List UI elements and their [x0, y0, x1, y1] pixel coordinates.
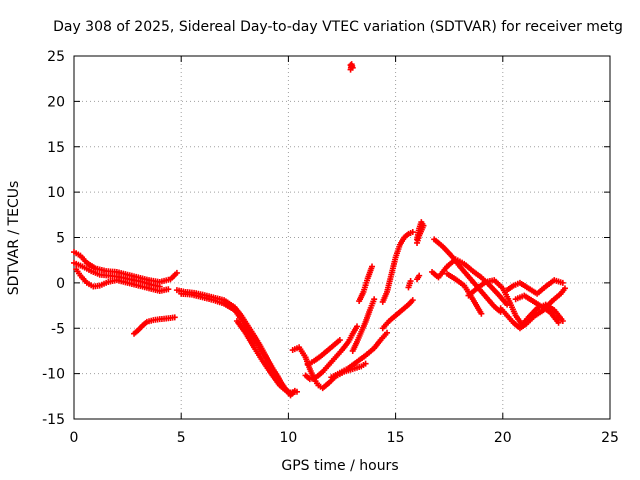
data-point [416, 272, 423, 279]
series-outlier [347, 61, 356, 73]
y-tick-label: 25 [47, 49, 65, 65]
series-track-15 [379, 297, 416, 332]
y-tick-label: 10 [47, 185, 65, 201]
data-points [71, 61, 568, 399]
x-tick-label: 25 [601, 430, 619, 446]
data-point [407, 278, 414, 285]
x-axis-label: GPS time / hours [281, 458, 398, 474]
series-track-3 [71, 259, 163, 290]
y-axis-label: SDTVAR / TECUs [6, 181, 22, 296]
data-point [478, 310, 485, 317]
series-track-9 [302, 323, 361, 383]
y-tick-label: -5 [51, 321, 65, 337]
series-track-11 [328, 329, 391, 381]
series-track-10 [304, 337, 343, 368]
series-track-24 [504, 277, 566, 297]
y-tick-label: 20 [47, 94, 65, 110]
data-point [409, 297, 416, 304]
data-point [173, 269, 180, 276]
series-track-12 [349, 296, 378, 354]
series-track-14 [379, 229, 416, 305]
y-tick-label: 0 [56, 276, 65, 292]
series-track-18 [414, 272, 423, 283]
data-point [409, 229, 416, 236]
data-point [336, 337, 343, 344]
series-track-17 [414, 219, 427, 246]
data-point [559, 279, 566, 286]
x-tick-label: 10 [279, 430, 297, 446]
series-track-7 [233, 317, 300, 396]
x-tick-label: 15 [387, 430, 405, 446]
data-point [171, 314, 178, 321]
series-track-2 [73, 266, 172, 295]
series-track-25 [512, 292, 562, 326]
data-point [293, 388, 300, 395]
data-point [559, 317, 566, 324]
series-track-20 [431, 236, 504, 315]
chart-title: Day 308 of 2025, Sidereal Day-to-day VTE… [53, 19, 623, 35]
data-point [414, 239, 421, 246]
x-tick-label: 5 [177, 430, 186, 446]
series-track-13 [356, 263, 376, 305]
data-point [156, 283, 163, 290]
data-point [165, 286, 172, 293]
data-point [354, 323, 361, 330]
y-tick-label: -15 [42, 412, 65, 428]
series-track-16 [405, 278, 414, 291]
data-point [347, 62, 354, 69]
y-tick-label: 15 [47, 140, 65, 156]
data-point [555, 319, 562, 326]
y-tick-label: 5 [56, 231, 65, 247]
data-point [384, 329, 391, 336]
data-point [371, 296, 378, 303]
grid-lines [74, 56, 610, 419]
axis-ticks: 0 5 10 15 20 25 -15 -10 -5 0 5 10 15 20 25 [42, 49, 619, 446]
y-tick-label: -10 [42, 367, 65, 383]
data-point [362, 360, 369, 367]
series-track-4 [131, 314, 178, 337]
data-point [561, 285, 568, 292]
x-tick-label: 20 [494, 430, 512, 446]
x-tick-label: 0 [70, 430, 79, 446]
data-point [369, 263, 376, 270]
